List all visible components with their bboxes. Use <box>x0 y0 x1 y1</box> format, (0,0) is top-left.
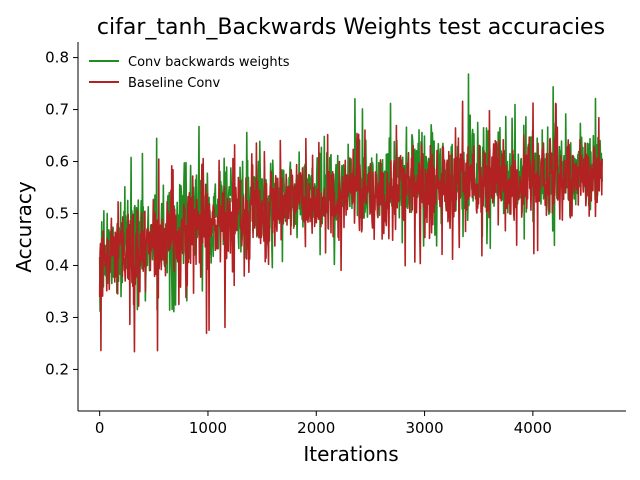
y-tick-label: 0.8 <box>45 49 69 67</box>
y-tick-label: 0.5 <box>45 205 69 223</box>
legend-label-conv-backwards: Conv backwards weights <box>128 55 290 70</box>
y-tick-label: 0.4 <box>45 256 69 274</box>
chart-title: cifar_tanh_Backwards Weights test accura… <box>97 15 605 40</box>
series-line-baseline-conv <box>98 100 603 353</box>
x-tick-label: 0 <box>95 419 105 437</box>
x-ticks: 0 1000 2000 3000 4000 <box>95 411 552 437</box>
x-tick-label: 2000 <box>297 419 335 437</box>
y-ticks: 0.2 0.3 0.4 0.5 0.6 0.7 0.8 <box>45 49 78 378</box>
y-axis-label: Accuracy <box>12 181 36 272</box>
y-tick-label: 0.3 <box>45 308 69 326</box>
x-tick-label: 3000 <box>405 419 443 437</box>
legend: Conv backwards weights Baseline Conv <box>89 55 290 91</box>
y-tick-label: 0.7 <box>45 101 69 119</box>
y-tick-label: 0.6 <box>45 153 69 171</box>
series-layer <box>98 73 603 353</box>
y-tick-label: 0.2 <box>45 360 69 378</box>
x-axis-label: Iterations <box>303 442 398 466</box>
x-tick-label: 1000 <box>189 419 227 437</box>
legend-label-baseline-conv: Baseline Conv <box>128 76 221 91</box>
plot-area: 0 1000 2000 3000 4000 0.2 0.3 0.4 0.5 0.6 0.7 0.8 <box>45 42 626 437</box>
x-tick-label: 4000 <box>514 419 552 437</box>
